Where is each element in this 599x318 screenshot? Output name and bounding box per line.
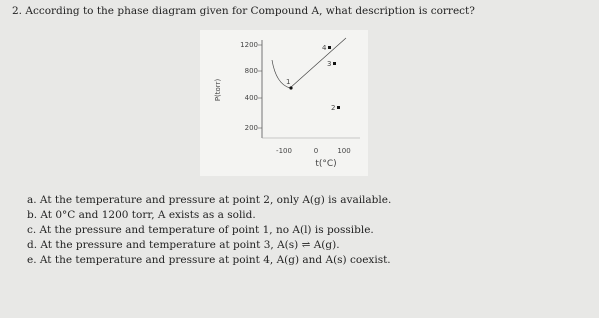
y-tick-label: 200 <box>245 124 258 132</box>
x-tick-label: 100 <box>337 147 350 155</box>
option: a. At the temperature and pressure at po… <box>27 194 391 206</box>
y-axis-label: P(torr) <box>214 79 222 102</box>
y-tick-label: 1200 <box>240 41 258 49</box>
point <box>333 62 336 65</box>
option: e. At the temperature and pressure at po… <box>27 254 391 266</box>
option: d. At the pressure and temperature at po… <box>27 239 340 251</box>
option: c. At the pressure and temperature of po… <box>27 224 374 236</box>
point-label: 2 <box>331 104 335 112</box>
x-axis-label: t(°C) <box>315 159 336 169</box>
question: 2. According to the phase diagram given … <box>12 5 475 17</box>
point-label: 3 <box>327 60 331 68</box>
y-tick-label: 400 <box>245 94 258 102</box>
point <box>337 106 340 109</box>
point-label: 4 <box>322 44 327 52</box>
phase-diagram: 1200 800 400 200 P(torr) -100 0 100 t(°C… <box>200 30 368 176</box>
diagram-background <box>200 30 368 176</box>
point <box>328 46 331 49</box>
y-tick-label: 800 <box>245 67 258 75</box>
x-tick-label: -100 <box>276 147 292 155</box>
x-tick-label: 0 <box>314 147 318 155</box>
option: b. At 0°C and 1200 torr, A exists as a s… <box>27 209 256 221</box>
point-label: 1 <box>286 78 290 86</box>
point <box>289 86 293 90</box>
